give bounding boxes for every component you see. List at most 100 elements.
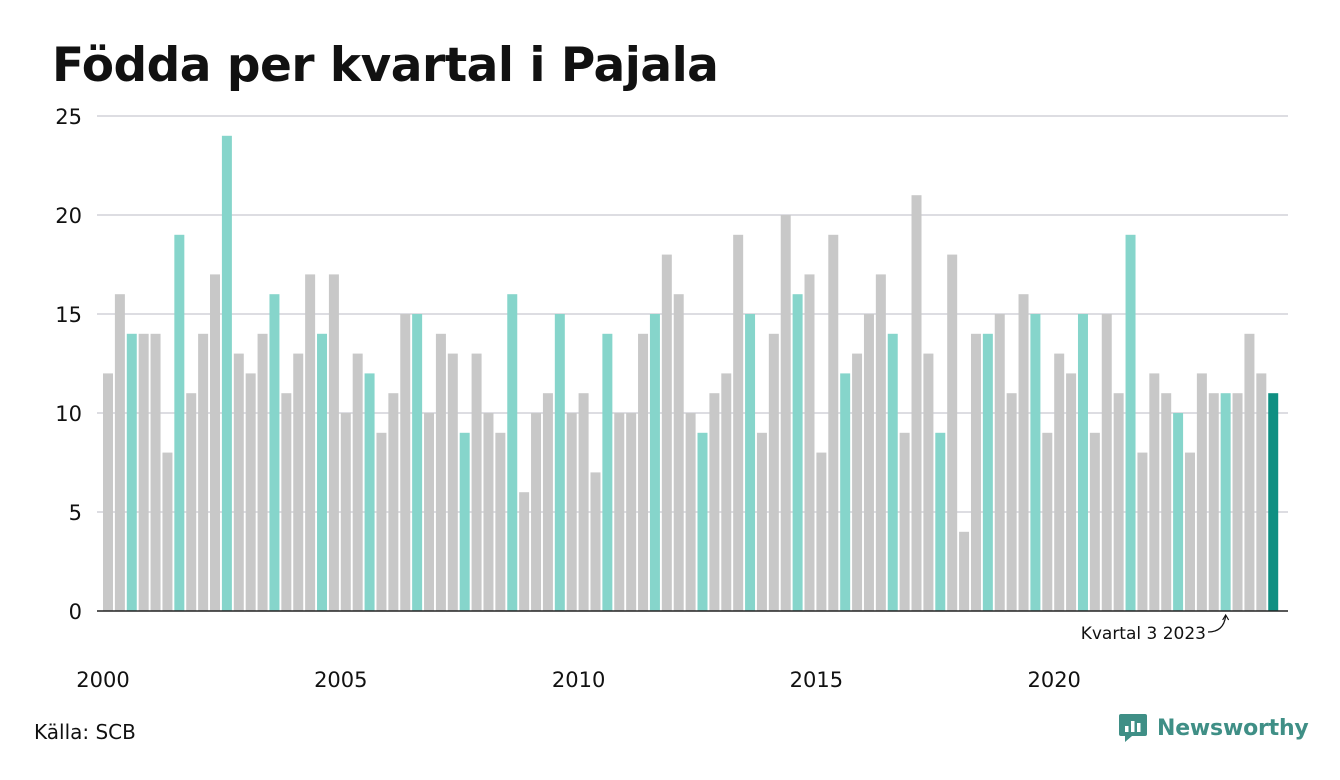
x-tick-label: 2000 [76,668,129,692]
bar-2023-q2 [1208,393,1219,611]
bar-2020-q2 [1066,373,1077,611]
bar-2005-q3 [364,373,375,611]
bar-2010-q3 [602,333,613,611]
y-tick-label: 0 [69,600,82,624]
bar-2005-q4 [376,432,387,611]
bar-2013-q2 [733,234,744,612]
bar-2004-q3 [317,333,328,611]
bar-2003-q2 [257,333,268,611]
bar-2022-q1 [1149,373,1160,611]
bar-2016-q3 [887,333,898,611]
bar-2013-q3 [745,314,756,611]
bar-2011-q3 [649,314,660,611]
bar-2016-q1 [863,314,874,611]
bar-2024-q1 [1244,333,1255,611]
bar-2007-q1 [435,333,446,611]
bar-2002-q4 [233,353,244,611]
y-tick-label: 10 [55,402,82,426]
bar-2012-q4 [709,393,720,611]
bar-2019-q3 [1030,314,1041,611]
bar-2011-q4 [661,254,672,611]
bar-2015-q4 [852,353,863,611]
bar-2022-q2 [1161,393,1172,611]
bars [103,135,1279,612]
bar-2009-q3 [554,314,565,611]
bar-2014-q4 [804,274,815,611]
y-tick-label: 25 [55,105,82,129]
bar-2017-q1 [911,195,922,611]
annotation-label: Kvartal 3 2023 [1081,624,1206,644]
bar-2008-q3 [507,294,518,611]
bar-2024-q2 [1256,373,1267,611]
bar-2017-q3 [935,432,946,611]
bar-2022-q4 [1184,452,1195,611]
bar-2002-q1 [198,333,209,611]
annotation-arrowhead [1222,613,1230,621]
bar-2014-q1 [768,333,779,611]
bar-2005-q2 [352,353,363,611]
newsworthy-logo-icon [1119,714,1147,742]
bar-2012-q1 [673,294,684,611]
bar-2010-q2 [590,472,601,611]
bar-2014-q3 [792,294,803,611]
source-note: Källa: SCB [34,720,136,744]
bar-2009-q1 [531,413,542,611]
newsworthy-logo: Newsworthy [1118,712,1309,744]
bar-2000-q3 [126,333,137,611]
x-tick-label: 2005 [314,668,367,692]
y-tick-label: 20 [55,204,82,228]
bar-2006-q4 [424,413,435,611]
bar-2015-q3 [840,373,851,611]
bar-2006-q3 [412,314,423,611]
bar-2000-q2 [114,294,125,611]
bar-2019-q2 [1018,294,1029,611]
x-tick-label: 2010 [552,668,605,692]
bar-2023-q4 [1232,393,1243,611]
bar-2009-q2 [542,393,553,611]
bar-2012-q2 [685,413,696,611]
bar-2002-q2 [210,274,220,611]
x-tick-label: 2020 [1027,668,1080,692]
bar-2010-q1 [578,393,589,611]
bar-2013-q1 [721,373,732,611]
bar-2002-q3 [221,135,232,612]
bar-2014-q2 [780,215,791,611]
y-tick-label: 15 [55,303,82,327]
bar-2018-q4 [994,314,1005,611]
bar-2021-q2 [1113,393,1124,611]
bar-2021-q4 [1137,452,1148,611]
bar-2007-q4 [471,353,482,611]
bar-2001-q4 [186,393,197,611]
bar-2018-q3 [982,333,993,611]
bar-2011-q2 [638,333,649,611]
bar-2017-q2 [923,353,934,611]
bar-2018-q1 [959,531,970,611]
bar-2020-q3 [1077,314,1088,611]
bar-2023-q3 [1220,393,1231,611]
bar-2006-q1 [388,393,399,611]
bar-2004-q2 [305,274,316,611]
annotation-arrow [1207,615,1227,633]
brand-name: Newsworthy [1157,715,1309,741]
bar-2000-q4 [138,333,149,611]
bar-2004-q1 [293,353,304,611]
bar-2003-q4 [281,393,292,611]
bar-2015-q1 [816,452,827,611]
bar-2007-q3 [459,432,470,611]
page-title: Födda per kvartal i Pajala [52,38,719,93]
bar-2019-q1 [1006,393,1017,611]
annotation: Kvartal 3 2023 [1081,613,1230,644]
bar-2008-q4 [519,492,530,611]
bar-2003-q1 [245,373,256,611]
bar-2005-q1 [340,413,351,611]
bar-2003-q3 [269,294,280,611]
bar-2015-q2 [828,234,839,612]
bar-2008-q2 [495,432,506,611]
bar-2020-q1 [1054,353,1065,611]
bar-2022-q3 [1173,413,1184,611]
bar-2012-q3 [697,432,708,611]
bar-2011-q1 [626,413,637,611]
bar-2020-q4 [1089,432,1100,611]
bar-2023-q1 [1196,373,1207,611]
